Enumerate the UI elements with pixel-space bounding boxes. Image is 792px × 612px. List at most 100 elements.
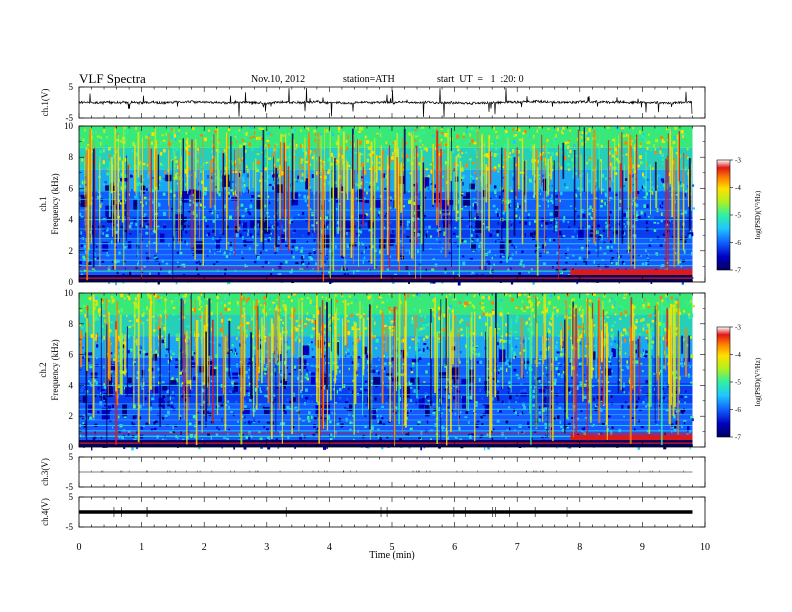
spectrogram-cell [338, 129, 340, 133]
spectrogram-cell [536, 425, 539, 429]
spectrogram-cell [592, 385, 595, 388]
spectrogram-cell [238, 173, 241, 177]
spectrogram-cell [212, 341, 215, 345]
spectrogram-cell [256, 219, 260, 224]
spectrogram-cell [539, 351, 542, 355]
spectrogram-cell [528, 271, 530, 274]
spectrogram-cell [658, 250, 662, 254]
spectrogram-cell [251, 419, 253, 424]
spectrogram-cell [228, 195, 230, 198]
spectrogram-cell [141, 425, 145, 427]
spectrogram-cell [291, 129, 295, 133]
spectrogram-cell [291, 221, 293, 224]
spectrogram-cell [681, 412, 684, 415]
spectrogram-cell [409, 368, 412, 372]
spectrogram-cell [562, 219, 565, 223]
spectrogram-cell [337, 126, 341, 131]
spectrogram-cell [375, 409, 378, 414]
spectrogram-cell [601, 173, 605, 178]
spectrogram-cell [613, 304, 616, 307]
spectrogram-cell [358, 227, 362, 230]
spectrogram-cell [596, 186, 599, 190]
spectrogram-cell [615, 253, 618, 258]
spectrogram-cell [499, 312, 503, 317]
spectrogram-cell [89, 231, 92, 234]
spectrogram-cell [468, 421, 470, 424]
spectrogram-cell [211, 149, 214, 154]
spectrogram-cell [264, 180, 267, 182]
spectrogram-cell [640, 142, 642, 146]
spectrogram-cell [87, 144, 91, 147]
spectrogram-cell [512, 128, 514, 132]
spectrogram-cell [346, 267, 348, 272]
spectrogram-cell [594, 197, 598, 200]
spectrogram-cell [368, 245, 372, 248]
spectrogram-cell [509, 204, 512, 207]
spectrogram-cell [257, 211, 260, 214]
spectrogram-cell [328, 271, 331, 274]
spectrogram-cell [400, 139, 403, 142]
spectrogram-cell [249, 302, 252, 307]
spectrogram-cell [434, 260, 438, 264]
spectrogram-cell [308, 297, 311, 302]
spectrogram-cell [578, 325, 582, 329]
spectrogram-cell [416, 233, 420, 237]
spectrogram-cell [384, 175, 388, 179]
spectrogram-cell [502, 189, 505, 193]
spectrogram-cell [420, 446, 423, 451]
spectrogram-cell [176, 378, 178, 382]
spectrogram-cell [538, 152, 541, 154]
spectrogram-cell [179, 200, 183, 204]
spectrogram-cell [605, 221, 608, 224]
spectrogram-cell [310, 267, 314, 271]
spectrogram-cell [327, 362, 330, 365]
spectrogram-cell [249, 136, 252, 140]
spectrogram-cell [422, 337, 425, 341]
spectrogram-cell [136, 318, 139, 323]
spectrogram-cell [201, 195, 204, 199]
spectrogram-cell [400, 152, 403, 155]
spectrogram-cell [489, 317, 492, 322]
spectrogram-cell [374, 335, 376, 338]
spectrogram-cell [100, 203, 103, 205]
spectrogram-cell [228, 428, 230, 431]
spectrogram-cell [160, 309, 163, 313]
spectrogram-cell [369, 168, 371, 170]
spectrogram-cell [406, 223, 409, 227]
spectrogram-cell [678, 181, 682, 185]
spectrogram-cell [504, 421, 508, 426]
spectrogram-cell [346, 314, 348, 317]
spectrogram-cell [140, 201, 143, 203]
spectrogram-cell [515, 127, 519, 130]
spectrogram-cell [621, 154, 625, 157]
spectrogram-cell [509, 362, 513, 365]
spectrogram-cell [366, 158, 369, 163]
spectrogram-cell [654, 306, 658, 310]
spectrogram-cell [438, 446, 441, 449]
spectrogram-cell [120, 250, 123, 255]
spectrogram-cell [304, 256, 308, 260]
spectrogram-cell [384, 367, 386, 370]
spectrogram-cell [335, 207, 338, 211]
spectrogram-cell [224, 268, 228, 272]
spectrogram-cell [557, 415, 560, 420]
spectrogram-cell [608, 165, 612, 170]
spectrogram-cell [312, 314, 316, 318]
spectrogram-cell [155, 350, 158, 353]
spectrogram-cell [357, 339, 360, 343]
spectrogram-cell [579, 145, 583, 148]
spectrogram-cell [194, 135, 197, 138]
spectrogram-cell [326, 126, 328, 130]
spectrogram-cell [440, 132, 444, 135]
spectrogram-cell [609, 342, 613, 346]
spectrogram-cell [249, 233, 253, 237]
spectrogram-cell [493, 166, 497, 169]
spectrogram-cell [220, 179, 223, 182]
spectrogram-cell [173, 266, 175, 269]
spectrogram-cell [134, 142, 137, 147]
spectrogram-cell [637, 241, 640, 245]
spectrogram-cell [228, 405, 230, 410]
spectrogram-cell [346, 244, 349, 248]
spectrogram-cell [588, 208, 590, 211]
spectrogram-cell [102, 183, 106, 186]
